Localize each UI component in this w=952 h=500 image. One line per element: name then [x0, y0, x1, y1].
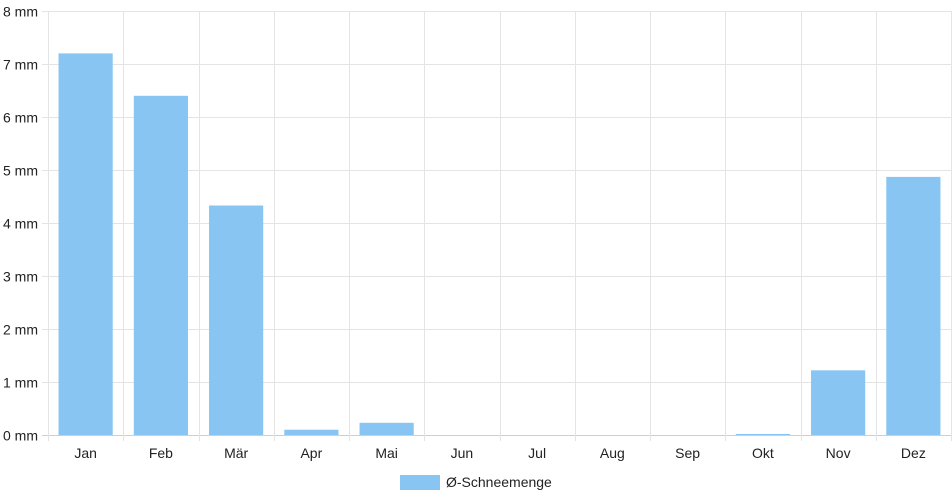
x-tick-label: Aug	[600, 445, 625, 461]
x-tick-label: Jul	[528, 445, 546, 461]
y-tick-label: 6 mm	[3, 110, 38, 126]
y-tick-label: 5 mm	[3, 163, 38, 179]
x-tick-label: Okt	[752, 445, 774, 461]
x-tick-label: Apr	[300, 445, 322, 461]
x-tick-label: Jan	[74, 445, 97, 461]
legend[interactable]: Ø-Schneemenge	[400, 474, 552, 490]
bar-jan[interactable]	[58, 53, 113, 436]
y-tick-label: 4 mm	[3, 216, 38, 232]
bar-dez[interactable]	[886, 176, 941, 435]
bar-mai[interactable]	[359, 422, 414, 435]
x-tick-label: Nov	[826, 445, 851, 461]
x-tick-label: Dez	[901, 445, 926, 461]
bar-okt[interactable]	[735, 433, 790, 435]
y-tick-label: 8 mm	[3, 4, 38, 20]
legend-label[interactable]: Ø-Schneemenge	[446, 474, 552, 490]
y-tick-label: 0 mm	[3, 428, 38, 444]
bar-apr[interactable]	[284, 429, 339, 435]
bar-feb[interactable]	[133, 95, 188, 436]
y-tick-label: 2 mm	[3, 322, 38, 338]
x-axis: Jan Feb Mär Apr Mai Jun Jul Aug Sep Okt Nov Dez	[74, 445, 925, 461]
x-tick-label: Feb	[149, 445, 173, 461]
bar-nov[interactable]	[811, 370, 866, 435]
legend-swatch[interactable]	[400, 475, 440, 490]
x-tick-label: Jun	[451, 445, 474, 461]
x-tick-label: Mär	[224, 445, 248, 461]
bar-mär[interactable]	[209, 205, 264, 435]
bar-series	[58, 53, 941, 436]
x-tick-label: Mai	[375, 445, 398, 461]
x-tick-label: Sep	[675, 445, 700, 461]
y-axis: 0 mm 1 mm 2 mm 3 mm 4 mm 5 mm 6 mm 7 mm 8 mm	[3, 4, 38, 444]
y-tick-label: 3 mm	[3, 269, 38, 285]
y-tick-label: 1 mm	[3, 375, 38, 391]
y-tick-label: 7 mm	[3, 57, 38, 73]
